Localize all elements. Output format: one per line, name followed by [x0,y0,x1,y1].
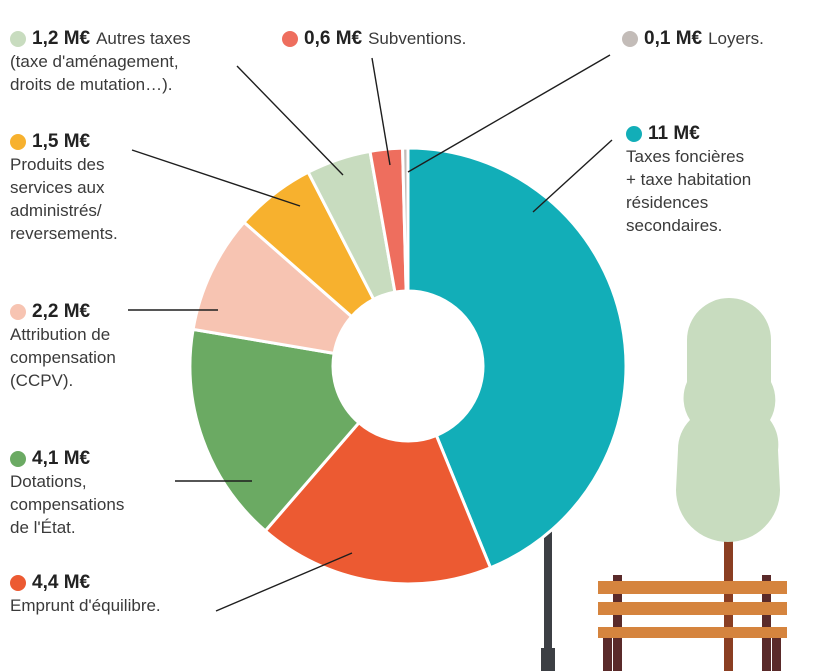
legend-dot-icon [10,450,26,467]
slice-value: 0,1 M€ [644,28,703,49]
legend-dot-icon [10,30,26,47]
legend-dot-icon [626,125,642,142]
slice-value: 0,6 M€ [304,28,363,49]
leader-line-6 [371,57,391,166]
tree-foliage [676,298,780,542]
leader-lines [128,54,613,612]
label-attribution-compensation: 2,2 M€ Attribution de compensation (CCPV… [10,300,116,392]
tree-illustration [676,298,780,671]
bench-illustration [598,575,787,671]
slice-description: Subventions. [368,29,467,48]
leader-line-0 [532,139,613,213]
label-taxes-foncieres: 11 M€ Taxes foncières + taxe habitation … [626,122,751,237]
label-emprunt: 4,4 M€ Emprunt d'équilibre. [10,571,161,617]
pie-slice-1 [263,420,493,586]
legend-dot-icon [10,133,26,150]
slice-description: Dotations, compensations de l'État. [10,472,125,537]
slice-description: Taxes foncières + taxe habitation réside… [626,147,752,235]
legend-dot-icon [10,574,26,591]
leader-line-4 [131,149,301,207]
slice-value: 1,2 M€ [32,28,91,49]
lamp-post-base [541,648,555,671]
leader-line-7 [407,54,611,173]
slice-description: Attribution de compensation (CCPV). [10,325,116,390]
slice-description-rest: (taxe d'aménagement, droits de mutation…… [10,52,179,94]
leader-line-5 [236,65,344,176]
slice-description: Loyers. [708,29,764,48]
slice-value: 4,4 M€ [32,572,91,593]
label-subventions: 0,6 M€ Subventions. [282,27,466,50]
slice-description: Produits des services aux administrés/ r… [10,155,118,243]
bench-back-post-right [762,575,771,671]
slice-description: Emprunt d'équilibre. [10,596,161,615]
bench-seat [598,627,787,638]
slice-value: 11 M€ [648,123,700,144]
bench-leg-left [603,638,612,671]
donut-slices [188,146,628,586]
bench-slat-top [598,581,787,594]
slice-description: Autres taxes [96,29,191,48]
pie-slice-0 [406,146,628,570]
slice-value: 1,5 M€ [32,131,91,152]
leader-line-1 [215,552,353,612]
bench-leg-right [772,638,781,671]
slice-value: 4,1 M€ [32,448,91,469]
label-dotations: 4,1 M€ Dotations, compensations de l'Éta… [10,447,124,539]
label-autres-taxes: 1,2 M€ Autres taxes (taxe d'aménagement, … [10,27,191,96]
legend-dot-icon [622,30,638,47]
label-produits-services: 1,5 M€ Produits des services aux adminis… [10,130,118,245]
slice-value: 2,2 M€ [32,301,91,322]
legend-dot-icon [282,30,298,47]
label-loyers: 0,1 M€ Loyers. [622,27,764,50]
pie-slice-7 [401,146,410,293]
legend-dot-icon [10,303,26,320]
bench-back-post-left [613,575,622,671]
lamp-post [544,486,552,671]
bench-slat-middle [598,602,787,615]
